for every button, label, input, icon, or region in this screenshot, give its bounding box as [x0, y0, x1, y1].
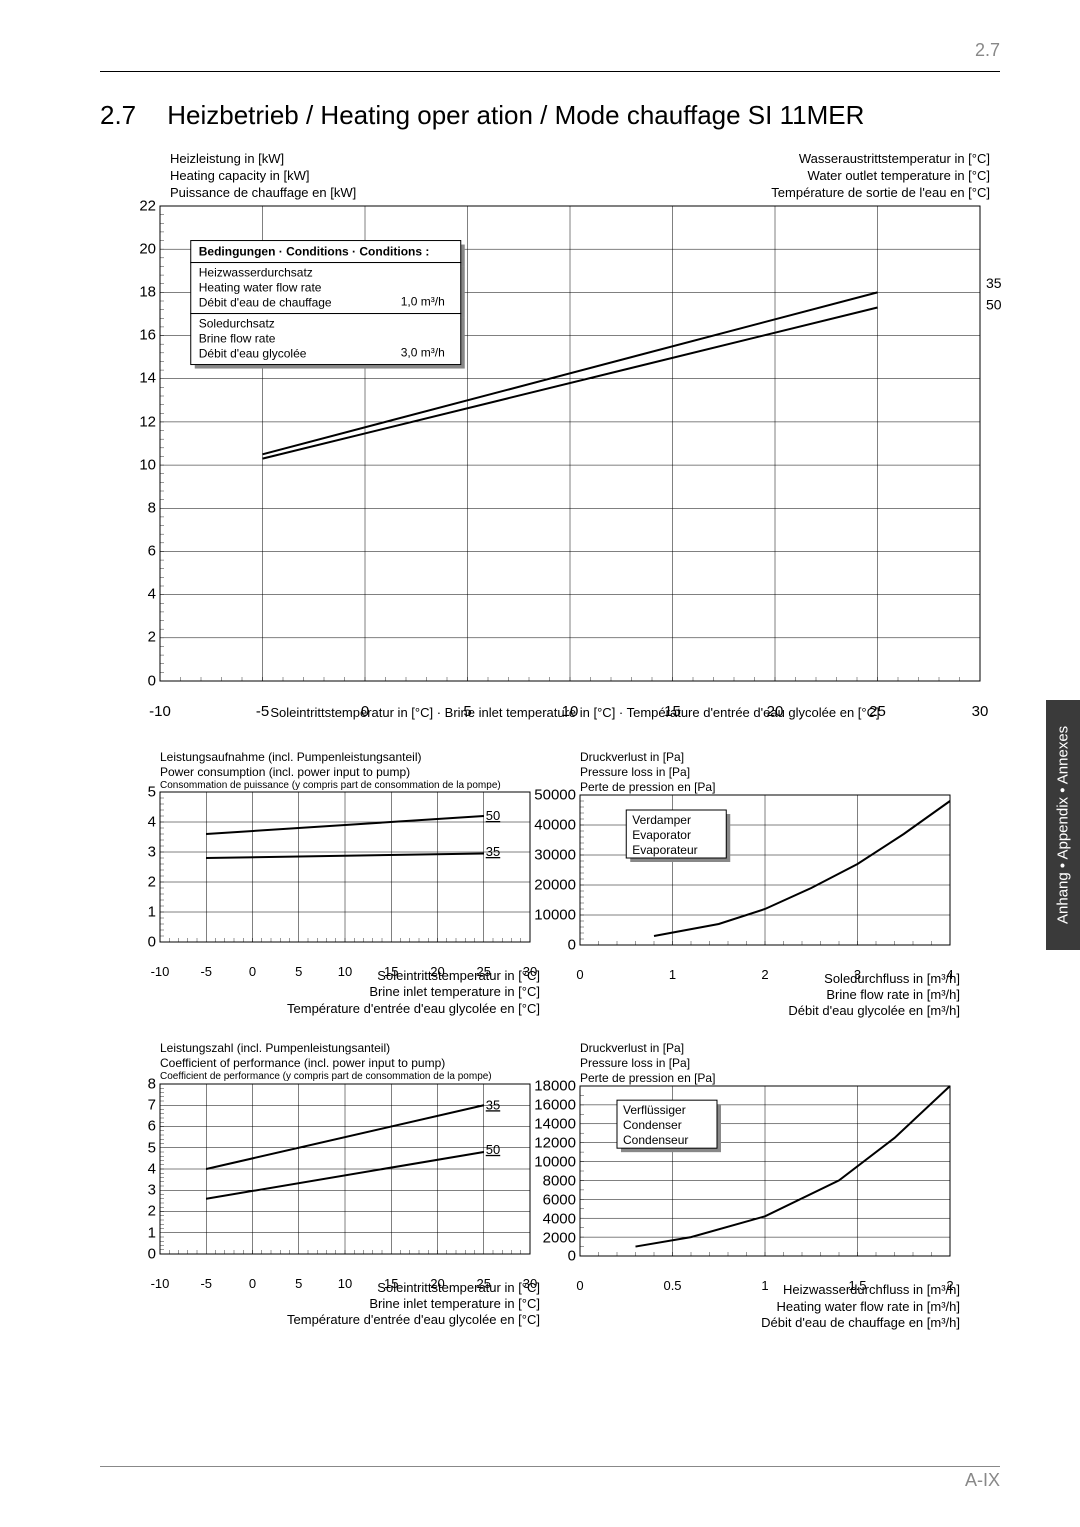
side-tab-appendix: Anhang • Appendix • Annexes [1046, 700, 1080, 950]
svg-text:50: 50 [486, 1142, 500, 1157]
svg-text:35: 35 [486, 1097, 500, 1112]
header-divider [100, 71, 1000, 72]
section-number: 2.7 [100, 100, 160, 131]
svg-text:50: 50 [486, 808, 500, 823]
svg-text:Soledurchsatz: Soledurchsatz [199, 316, 275, 330]
svg-text:Bedingungen · Conditions · Con: Bedingungen · Conditions · Conditions : [199, 244, 430, 258]
svg-text:Débit d'eau glycolée: Débit d'eau glycolée [199, 346, 307, 360]
svg-text:Verdamper: Verdamper [632, 813, 691, 827]
cop-chart: 012345678 3550 -10-5051015202530 [160, 1084, 530, 1254]
svg-text:Débit d'eau de chauffage: Débit d'eau de chauffage [199, 295, 332, 309]
svg-text:Condenser: Condenser [623, 1119, 682, 1133]
svg-text:50: 50 [986, 296, 1002, 312]
heating-capacity-chart: 0246810121416182022 3550Bedingungen · Co… [160, 206, 980, 681]
svg-text:Brine flow rate: Brine flow rate [199, 331, 276, 345]
section-title-text: Heizbetrieb / Heating oper ation / Mode … [167, 100, 864, 130]
footer-page-number: A-IX [965, 1470, 1000, 1491]
svg-text:1,0 m³/h: 1,0 m³/h [401, 294, 445, 308]
svg-text:Heizwasserdurchsatz: Heizwasserdurchsatz [199, 265, 313, 279]
cop-chart-title: Leistungszahl (incl. Pumpenleistungsante… [160, 1041, 540, 1084]
svg-text:35: 35 [486, 844, 500, 859]
evap-chart-title: Druckverlust in [Pa] Pressure loss in [P… [580, 750, 960, 795]
condenser-pressure-chart: 0200040006000800010000120001400016000180… [580, 1086, 950, 1256]
big-chart-y-label-left: Heizleistung in [kW] Heating capacity in… [170, 151, 356, 202]
big-chart-y-label-right: Wasseraustrittstemperatur in [°C] Water … [771, 151, 990, 202]
evap-chart-x-label: Soledurchfluss in [m³/h] Brine flow rate… [580, 971, 960, 1020]
section-heading: 2.7 Heizbetrieb / Heating oper ation / M… [100, 100, 1000, 131]
page-header-section-number: 2.7 [100, 40, 1000, 61]
cond-chart-x-label: Heizwasserdurchfluss in [m³/h] Heating w… [580, 1282, 960, 1331]
evaporator-pressure-chart: 01000020000300004000050000 VerdamperEvap… [580, 795, 950, 945]
footer-divider [100, 1466, 1000, 1467]
svg-text:Verflüssiger: Verflüssiger [623, 1104, 686, 1118]
power-chart-title: Leistungsaufnahme (incl. Pumpenleistungs… [160, 750, 540, 793]
cond-chart-title: Druckverlust in [Pa] Pressure loss in [P… [580, 1041, 960, 1086]
svg-text:Heating water flow rate: Heating water flow rate [199, 280, 322, 294]
svg-text:Evaporator: Evaporator [632, 828, 691, 842]
svg-text:35: 35 [986, 275, 1002, 291]
svg-text:Evaporateur: Evaporateur [632, 843, 697, 857]
power-consumption-chart: 012345 5035 -10-5051015202530 [160, 792, 530, 942]
svg-text:3,0 m³/h: 3,0 m³/h [401, 345, 445, 359]
svg-text:Condenseur: Condenseur [623, 1134, 688, 1148]
